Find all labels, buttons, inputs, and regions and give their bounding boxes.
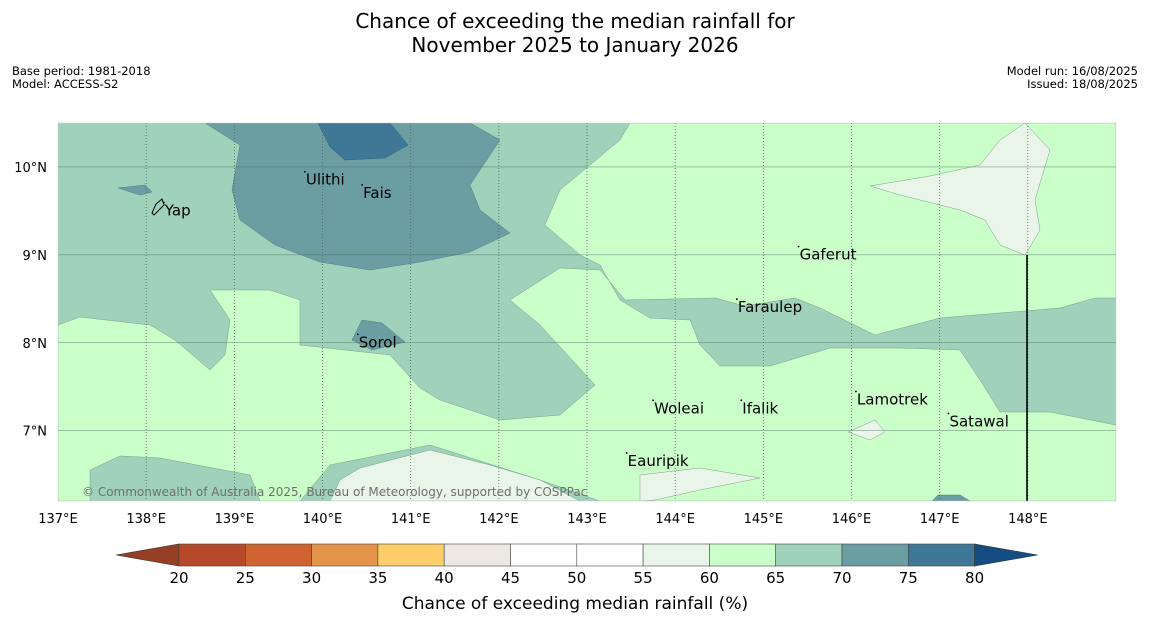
lon-tick-label: 143°E (567, 512, 607, 527)
lon-tick-label: 146°E (832, 512, 872, 527)
colorbar-segment (311, 543, 379, 567)
place-marker (947, 412, 950, 415)
lon-tick-label: 148°E (1008, 512, 1048, 527)
place-label: Woleai (654, 399, 704, 417)
colorbar-segment (245, 543, 312, 567)
place-marker (162, 201, 165, 204)
lon-tick-label: 142°E (479, 512, 519, 527)
place-label: Sorol (359, 333, 397, 351)
colorbar-tick-label: 30 (302, 569, 321, 587)
place-label: Lamotrek (857, 391, 928, 409)
copyright-text: © Commonwealth of Australia 2025, Bureau… (82, 485, 587, 499)
band-55-60-northeast (869, 123, 1051, 256)
band-55-60-south (329, 449, 581, 501)
colorbar-segment (443, 543, 511, 567)
band-55-60-eauripik (639, 467, 761, 501)
colorbar-segment (510, 543, 578, 567)
place-label: Satawal (949, 412, 1008, 430)
colorbar-segment (642, 543, 710, 567)
colorbar-under-arrow (115, 543, 180, 567)
lon-tick-label: 145°E (744, 512, 784, 527)
colorbar-tick-label: 35 (368, 569, 387, 587)
place-labels: Ulithi Fais Yap Gaferut Faraulep Sorol Lamotre… (162, 170, 1009, 470)
place-label: Ulithi (306, 171, 345, 189)
lon-tick-label: 147°E (920, 512, 960, 527)
colorbar-tick-label: 40 (435, 569, 454, 587)
band-70-75-southeast (931, 494, 971, 501)
issued-date-text: Issued: 18/08/2025 (1027, 77, 1138, 91)
lon-tick-label: 140°E (303, 512, 343, 527)
map-plot-area: Ulithi Fais Yap Gaferut Faraulep Sorol Lamotre… (58, 123, 1116, 501)
lat-tick-label: 8°N (23, 337, 48, 352)
lon-tick-label: 141°E (391, 512, 431, 527)
model-name-text: Model: ACCESS-S2 (12, 77, 119, 91)
place-marker (361, 184, 364, 186)
colorbar-segment (576, 543, 644, 567)
latitude-tick-labels: 10°N 9°N 8°N 7°N (14, 161, 47, 440)
colorbar-tick-label: 25 (236, 569, 255, 587)
colorbar-segment (178, 543, 246, 567)
colorbar-segment (775, 543, 843, 567)
base-period-text: Base period: 1981-2018 (12, 64, 151, 78)
colorbar-tick-label: 60 (700, 569, 719, 587)
colorbar-tick-label: 45 (501, 569, 520, 587)
colorbar-tick-label: 20 (169, 569, 188, 587)
model-info: Base period: 1981-2018 Model: ACCESS-S2 (12, 65, 151, 91)
lat-tick-label: 7°N (23, 425, 48, 440)
lon-tick-label: 144°E (655, 512, 695, 527)
longitude-tick-labels: 137°E 138°E 139°E 140°E 141°E 142°E 143°E 144°E… (38, 512, 1047, 527)
colorbar-segment (841, 543, 909, 567)
colorbar: 20 25 30 35 40 45 50 55 60 65 70 75 80 (115, 543, 1038, 587)
issue-info: Model run: 16/08/2025 Issued: 18/08/2025 (1007, 65, 1138, 91)
colorbar-label: Chance of exceeding median rainfall (%) (401, 594, 749, 614)
colorbar-tick-label: 80 (965, 569, 984, 587)
lat-tick-label: 10°N (14, 161, 47, 176)
band-55-60-satawal (847, 419, 886, 441)
map-frame (57, 122, 1117, 502)
model-run-text: Model run: 16/08/2025 (1006, 64, 1138, 78)
place-label: Eauripik (628, 452, 689, 470)
lon-tick-label: 138°E (126, 512, 166, 527)
graticule (58, 123, 1116, 501)
place-marker (735, 298, 738, 301)
place-marker (625, 452, 628, 454)
title-line-1: Chance of exceeding the median rainfall … (355, 9, 795, 33)
place-marker (740, 399, 743, 402)
band-70-75-north (204, 123, 511, 271)
band-75-80-north (317, 123, 409, 161)
colorbar-tick-label: 70 (832, 569, 851, 587)
lon-tick-label: 139°E (215, 512, 255, 527)
colorbar-over-arrow (974, 543, 1038, 567)
yap-island-outline (151, 198, 165, 216)
place-marker (855, 390, 857, 393)
band-70-75-sorol (351, 319, 406, 351)
colorbar-tick-label: 55 (634, 569, 653, 587)
place-marker (797, 245, 800, 248)
place-marker (652, 399, 655, 402)
lon-tick-label: 137°E (38, 512, 78, 527)
lat-tick-label: 9°N (23, 249, 48, 264)
place-marker (303, 170, 306, 173)
band-70-75-yap (117, 184, 153, 196)
colorbar-segment (709, 543, 777, 567)
title-line-2: November 2025 to January 2026 (411, 33, 739, 57)
map-title: Chance of exceeding the median rainfall … (0, 9, 1150, 57)
colorbar-segment (377, 543, 445, 567)
colorbar-segment (907, 543, 975, 567)
place-label: Faraulep (738, 298, 802, 316)
place-label: Yap (164, 202, 191, 220)
colorbar-tick-label: 75 (899, 569, 918, 587)
colorbar-tick-label: 50 (567, 569, 586, 587)
place-marker (356, 333, 359, 336)
place-label: Fais (363, 184, 392, 202)
colorbar-tick-label: 65 (766, 569, 785, 587)
place-label: Ifalik (742, 399, 778, 417)
place-label: Gaferut (800, 245, 857, 263)
